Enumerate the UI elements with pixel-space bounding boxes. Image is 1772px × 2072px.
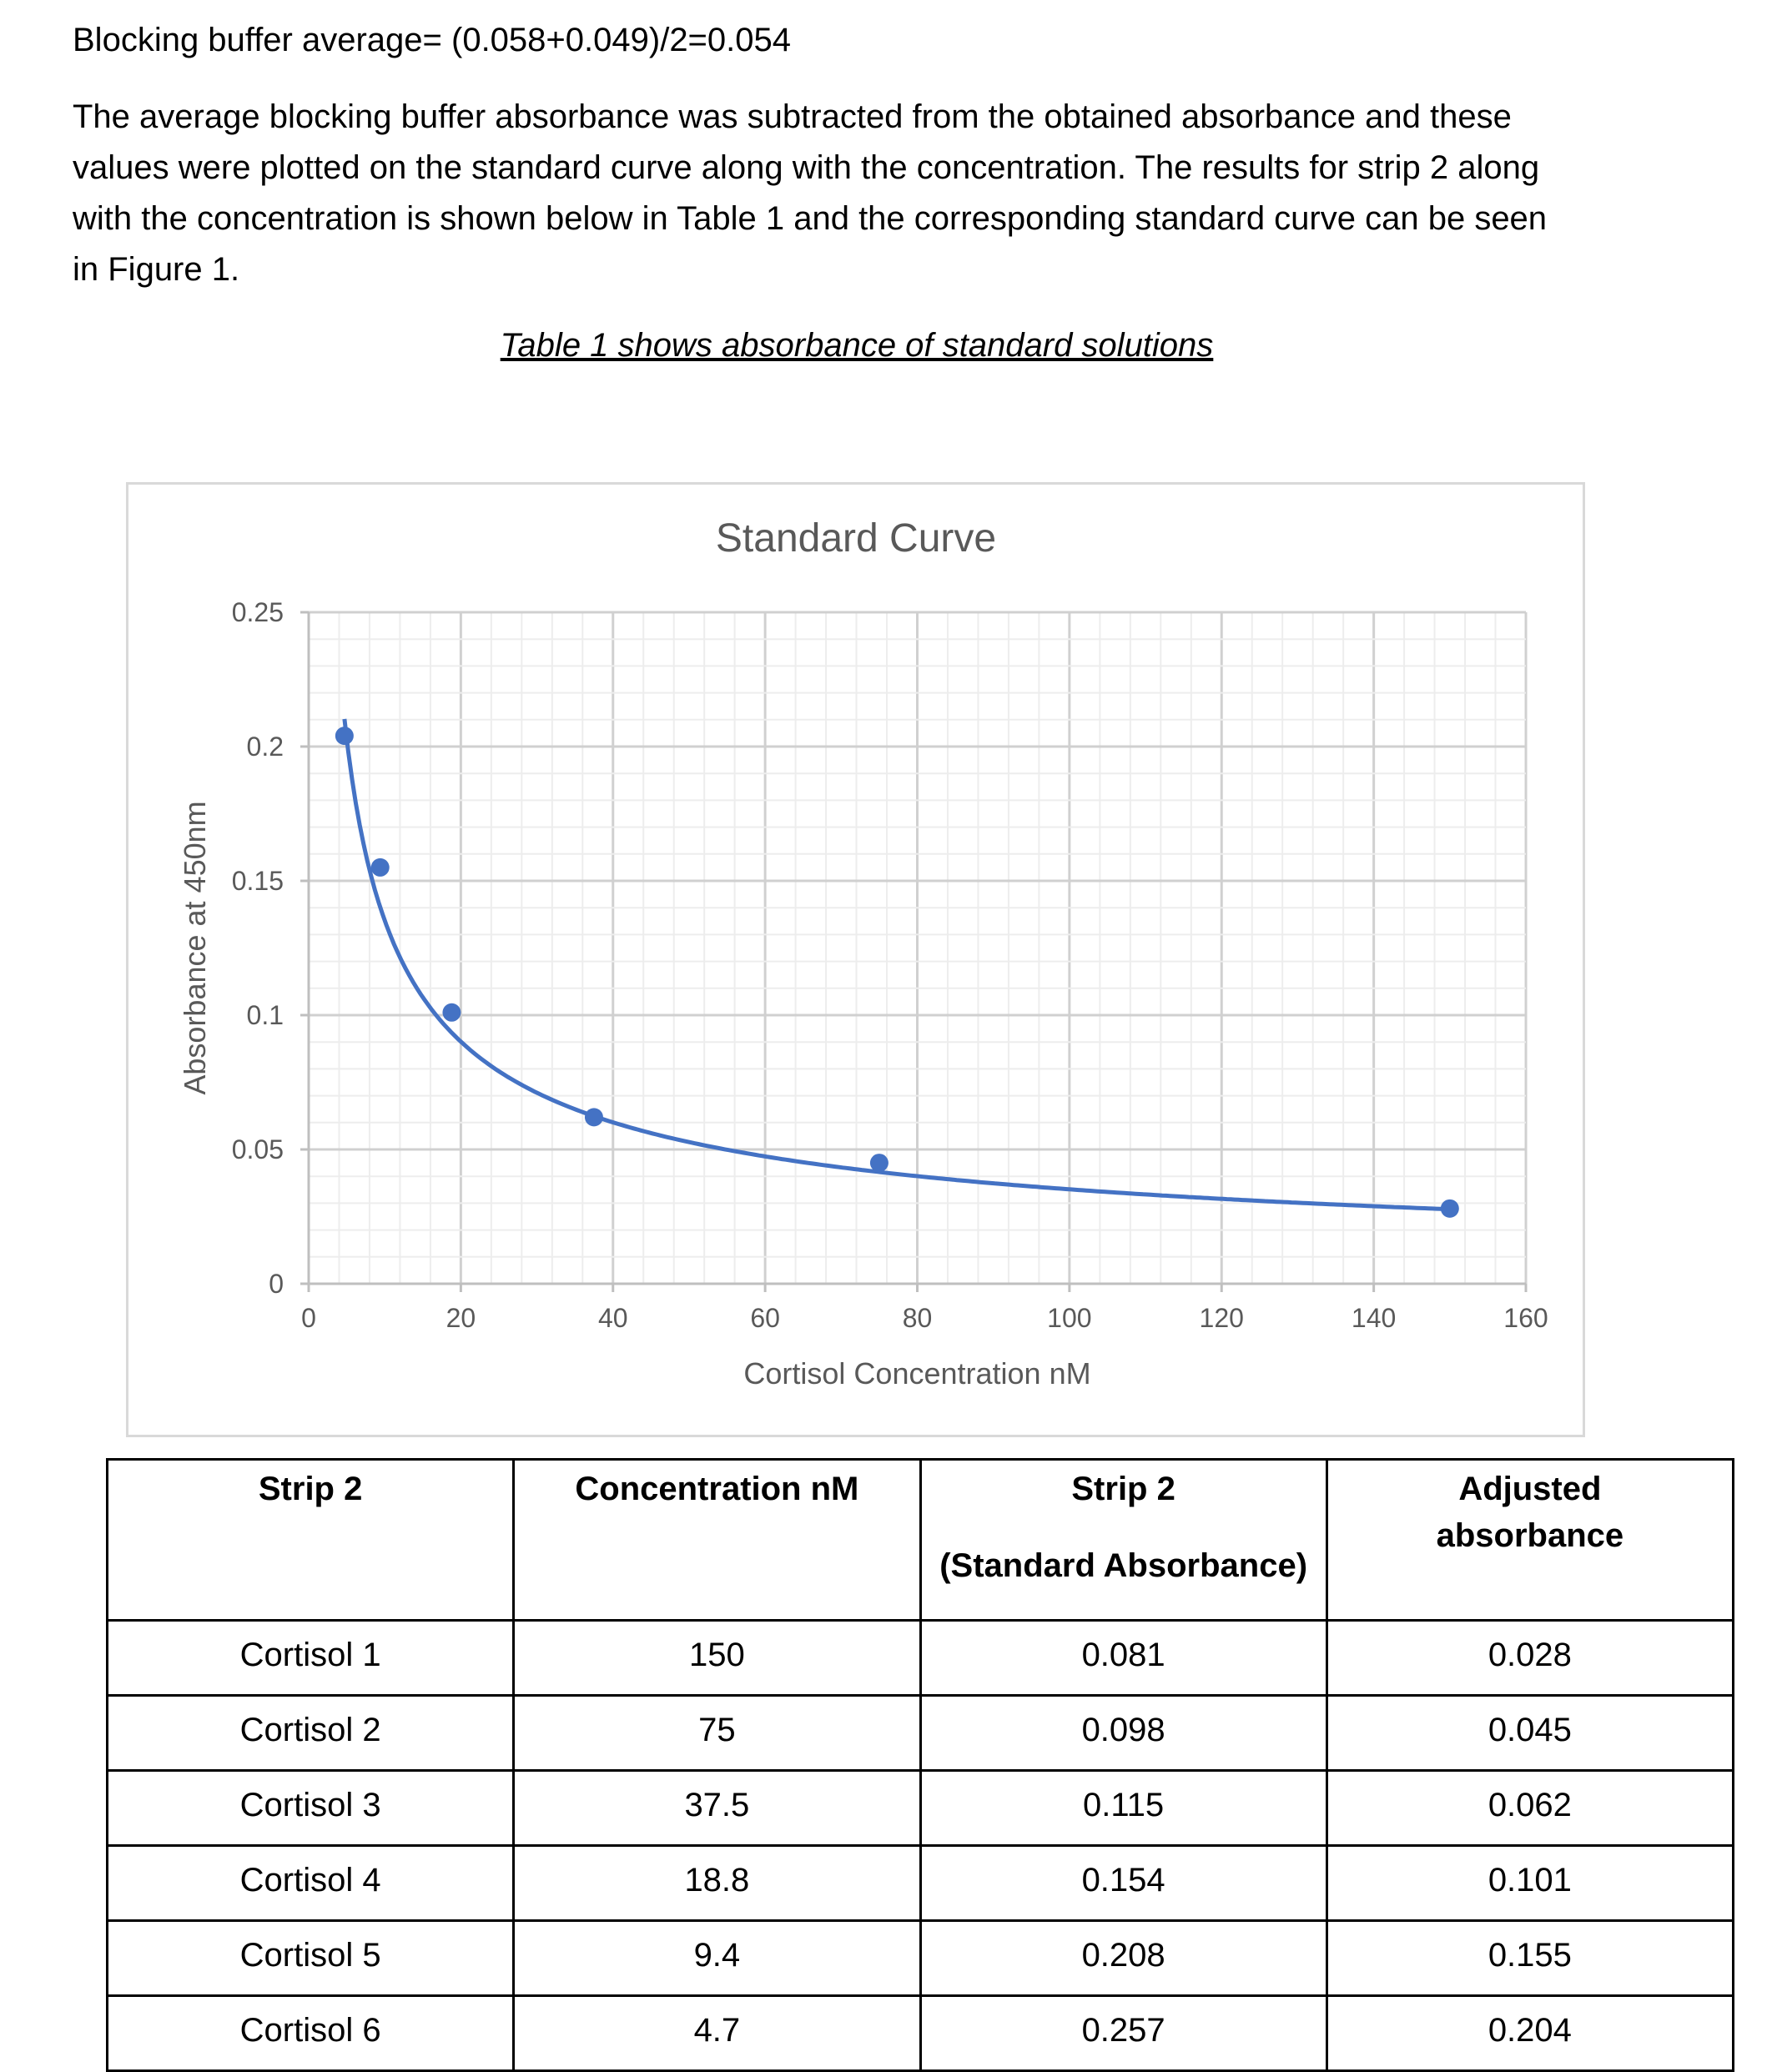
table-cell: 0.062 xyxy=(1325,1769,1735,1847)
chart-title: Standard Curve xyxy=(716,516,996,561)
header-strip: Strip 2 xyxy=(105,1458,516,1622)
x-tick-label: 140 xyxy=(1352,1303,1396,1333)
y-tick-label: 0.25 xyxy=(232,597,284,627)
table-cell: 0.098 xyxy=(919,1694,1328,1772)
y-tick-label: 0 xyxy=(269,1269,284,1299)
table-row: Cortisol 2 75 0.098 0.045 xyxy=(105,1694,1735,1772)
data-point xyxy=(442,1003,461,1022)
y-tick-label: 0.05 xyxy=(232,1134,284,1164)
data-point xyxy=(869,1154,889,1173)
header-sub: (Standard Absorbance) xyxy=(939,1547,1308,1584)
x-tick-label: 160 xyxy=(1503,1303,1548,1333)
y-tick-label: 0.15 xyxy=(232,866,284,896)
x-tick-label: 0 xyxy=(301,1303,316,1333)
table-row: Cortisol 1 150 0.081 0.028 xyxy=(105,1619,1735,1697)
table-row: Cortisol 3 37.5 0.115 0.062 xyxy=(105,1769,1735,1847)
data-point xyxy=(1440,1199,1459,1218)
x-tick-label: 80 xyxy=(903,1303,933,1333)
table-cell: 0.154 xyxy=(919,1844,1328,1922)
table-cell: 0.101 xyxy=(1325,1844,1735,1922)
paragraph-line: with the concentration is shown below in… xyxy=(73,200,1548,237)
blocking-buffer-average: Blocking buffer average= (0.058+0.049)/2… xyxy=(73,22,792,58)
data-point xyxy=(370,857,390,877)
table-cell: Cortisol 2 xyxy=(105,1694,516,1772)
table-cell: Cortisol 5 xyxy=(105,1919,516,1997)
x-tick-label: 40 xyxy=(598,1303,628,1333)
table-cell: Cortisol 1 xyxy=(105,1619,516,1697)
x-tick-label: 100 xyxy=(1047,1303,1091,1333)
chart-svg: Standard Curve 0 20 40 60 80 100 120 140 160 0 0.0… xyxy=(178,516,1548,1391)
table-cell: 0.028 xyxy=(1325,1619,1735,1697)
table-row: Cortisol 4 18.8 0.154 0.101 xyxy=(105,1844,1735,1922)
header-adjusted: Adjusted absorbance xyxy=(1325,1458,1735,1622)
table-header-row: Strip 2 Concentration nM Strip 2 (Standar… xyxy=(105,1458,1735,1622)
table-cell: 0.045 xyxy=(1325,1694,1735,1772)
table-cell: 37.5 xyxy=(512,1769,922,1847)
paragraph-line: values were plotted on the standard curv… xyxy=(73,149,1540,186)
header-strip2: Strip 2 xyxy=(1071,1471,1175,1507)
x-tick-label: 60 xyxy=(750,1303,780,1333)
y-tick-label: 0.1 xyxy=(247,1000,284,1030)
standard-curve-chart: Standard Curve 0 20 40 60 80 100 120 140 160 0 0.0… xyxy=(126,482,1585,1437)
x-tick-label: 20 xyxy=(446,1303,476,1333)
table-cell: 0.081 xyxy=(919,1619,1328,1697)
table-row: Cortisol 5 9.4 0.208 0.155 xyxy=(105,1919,1735,1997)
data-point xyxy=(335,727,354,746)
table-cell: 9.4 xyxy=(512,1919,922,1997)
paragraph-line: The average blocking buffer absorbance w… xyxy=(73,98,1512,135)
header-standard-absorbance: Strip 2 (Standard Absorbance) xyxy=(919,1458,1328,1622)
table-cell: 0.155 xyxy=(1325,1919,1735,1997)
table-cell: 18.8 xyxy=(512,1844,922,1922)
x-axis-label: Cortisol Concentration nM xyxy=(743,1356,1090,1391)
table-cell: 0.208 xyxy=(919,1919,1328,1997)
y-tick-label: 0.2 xyxy=(247,732,284,762)
table-cell: 150 xyxy=(512,1619,922,1697)
y-axis-label: Absorbance at 450nm xyxy=(178,801,212,1094)
table-cell: Cortisol 4 xyxy=(105,1844,516,1922)
header-concentration: Concentration nM xyxy=(512,1458,922,1622)
paragraph-line: in Figure 1. xyxy=(73,251,240,288)
table-cell: 0.115 xyxy=(919,1769,1328,1847)
table-cell: 75 xyxy=(512,1694,922,1772)
x-tick-label: 120 xyxy=(1200,1303,1244,1333)
standards-table: Strip 2 Concentration nM Strip 2 (Standar… xyxy=(105,1458,1735,2072)
data-point xyxy=(584,1108,603,1127)
table-caption: Table 1 shows absorbance of standard sol… xyxy=(500,327,1214,364)
trendline xyxy=(342,718,1448,1212)
table-cell: Cortisol 3 xyxy=(105,1769,516,1847)
